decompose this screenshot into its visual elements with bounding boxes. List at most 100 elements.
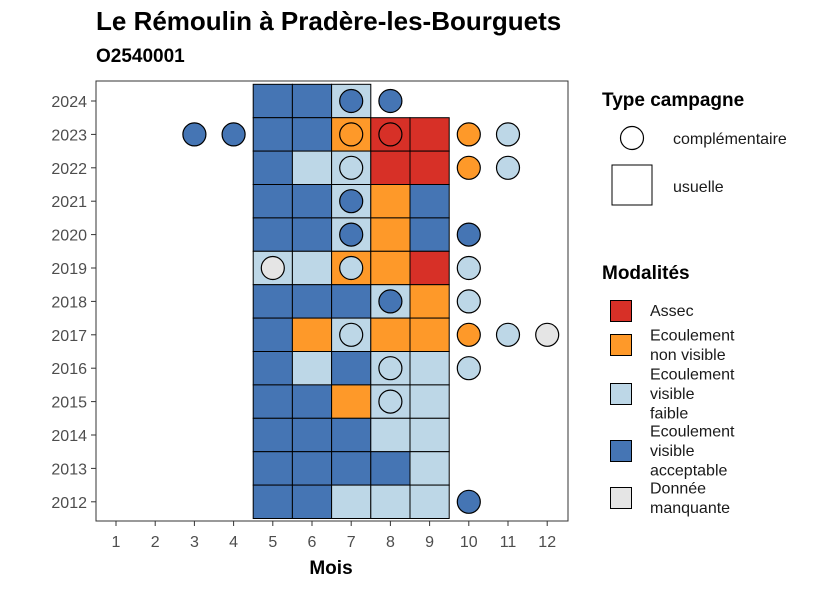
x-tick-label-2: 2 — [151, 534, 160, 551]
y-tick-label-2023: 2023 — [51, 127, 87, 144]
y-axis: 2012 2013 2014 2015 2016 2017 2018 2019 2020 2021… — [51, 94, 96, 512]
legend-label-manquante: Donnée manquante — [650, 480, 730, 517]
cell-2015-5 — [252, 384, 293, 419]
cell-2020-9 — [409, 217, 450, 252]
legend-key-acceptable — [610, 440, 632, 462]
cell-2014-9 — [409, 417, 450, 453]
x-tick-label-4: 4 — [229, 534, 238, 551]
y-tick-label-2024: 2024 — [51, 94, 87, 111]
legend-key-manquante — [610, 487, 632, 509]
cell-2013-6 — [291, 451, 333, 486]
point-2017-11 — [495, 322, 521, 347]
y-tick-label-2015: 2015 — [51, 395, 87, 412]
legend-label-assec: Assec — [650, 303, 694, 320]
y-tick-label-2017: 2017 — [51, 328, 87, 345]
point-2018-10 — [456, 289, 481, 314]
legend-modalites-title: Modalités — [602, 263, 690, 284]
point-2020-7 — [339, 222, 364, 247]
x-tick-label-8: 8 — [386, 534, 395, 551]
point-2023-7 — [339, 122, 364, 147]
point-2023-8 — [378, 122, 403, 147]
legend-type-label-complementaire: complémentaire — [673, 131, 787, 148]
cell-2021-5 — [252, 184, 293, 219]
x-tick-label-5: 5 — [268, 534, 277, 551]
legend-key-faible — [610, 383, 632, 405]
point-2015-8 — [378, 389, 403, 414]
point-2024-7 — [339, 88, 364, 114]
x-tick-label-9: 9 — [425, 534, 434, 551]
chart-title: Le Rémoulin à Pradère-les-Bourguets — [96, 6, 562, 36]
x-tick-label-6: 6 — [308, 534, 317, 551]
cell-2013-5 — [252, 451, 293, 486]
cell-2014-7 — [331, 417, 372, 453]
x-tick-label-10: 10 — [460, 534, 478, 551]
legend-label-acceptable: Ecoulement visible acceptable — [650, 424, 735, 480]
cell-2017-9 — [409, 317, 450, 353]
legend-circle-key — [619, 125, 645, 151]
cell-2023-6 — [291, 117, 333, 152]
legend-type-label-usuelle: usuelle — [673, 179, 724, 196]
point-2021-7 — [339, 189, 364, 214]
cell-2018-9 — [409, 284, 450, 319]
y-tick-label-2012: 2012 — [51, 495, 87, 512]
cell-2021-9 — [409, 184, 450, 219]
cell-2014-6 — [291, 417, 333, 453]
point-2023-11 — [495, 122, 521, 147]
cell-2022-6 — [291, 150, 333, 186]
point-2017-12 — [535, 322, 560, 347]
cell-2020-5 — [252, 217, 293, 252]
point-2022-11 — [495, 155, 521, 180]
point-2019-10 — [456, 255, 481, 281]
cell-2017-6 — [291, 317, 333, 353]
cell-2023-9 — [409, 117, 450, 152]
cell-2017-5 — [252, 317, 293, 353]
chart-subtitle: O2540001 — [96, 46, 185, 67]
point-2016-8 — [378, 356, 403, 381]
cell-2023-5 — [252, 117, 293, 152]
cell-2012-6 — [291, 484, 333, 520]
y-tick-label-2019: 2019 — [51, 261, 87, 278]
cell-2022-5 — [252, 150, 293, 186]
cell-2014-8 — [370, 417, 411, 453]
legend-square-key — [611, 164, 653, 206]
point-2022-7 — [339, 155, 364, 180]
y-tick-label-2013: 2013 — [51, 461, 87, 478]
y-tick-label-2022: 2022 — [51, 161, 87, 178]
point-2017-10 — [456, 322, 481, 347]
y-tick-label-2016: 2016 — [51, 361, 87, 378]
x-tick-label-12: 12 — [538, 534, 556, 551]
point-2023-10 — [456, 122, 481, 147]
cell-2016-5 — [252, 351, 293, 386]
point-2023-4 — [221, 122, 246, 147]
cell-2021-6 — [291, 184, 333, 219]
usual-cells — [252, 83, 450, 520]
cell-2020-6 — [291, 217, 333, 252]
legend-type-title: Type campagne — [602, 90, 744, 111]
x-tick-label-3: 3 — [190, 534, 199, 551]
point-2020-10 — [456, 222, 481, 247]
point-2012-10 — [456, 489, 481, 514]
cell-2017-8 — [370, 317, 411, 353]
point-2019-7 — [339, 255, 364, 281]
cell-2012-5 — [252, 484, 293, 520]
legend-key-assec — [610, 300, 632, 322]
cell-2013-8 — [370, 451, 411, 486]
cell-2018-7 — [331, 284, 372, 319]
x-tick-label-1: 1 — [112, 534, 121, 551]
cell-2020-8 — [370, 217, 411, 252]
cell-2019-9 — [409, 250, 450, 286]
x-tick-label-11: 11 — [500, 534, 517, 551]
cell-2022-9 — [409, 150, 450, 186]
cell-2012-9 — [409, 484, 450, 520]
cell-2024-6 — [291, 83, 333, 119]
cell-2018-6 — [291, 284, 333, 319]
x-axis: 1 2 3 4 5 6 7 8 9 10 11 12 — [112, 521, 556, 551]
cell-2016-7 — [331, 351, 372, 386]
legend-label-non_visible: Ecoulement non visible — [650, 327, 735, 364]
legend: Type campagne complémentaire usuelle Modali… — [602, 90, 787, 517]
cell-2019-6 — [291, 250, 333, 286]
complementary-points — [182, 88, 560, 514]
point-2016-10 — [456, 356, 481, 381]
point-2018-8 — [378, 289, 403, 314]
